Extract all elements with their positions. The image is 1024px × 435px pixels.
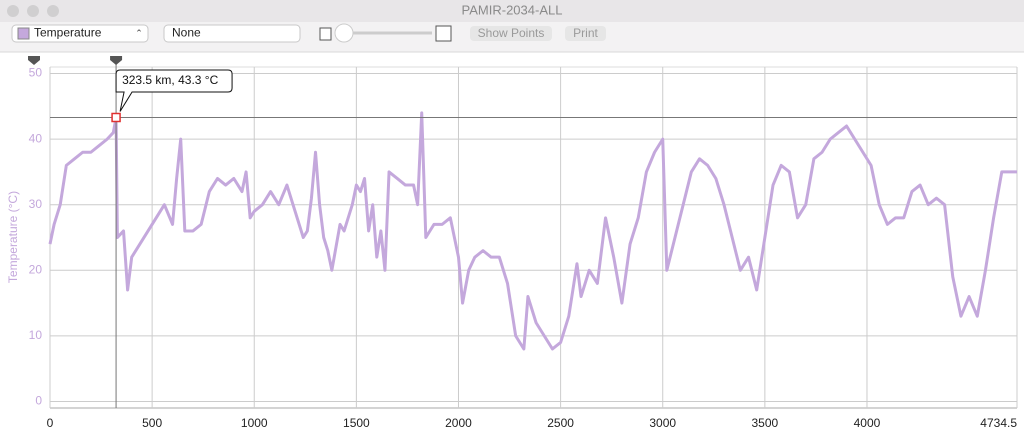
y-tick-label: 0 [35, 394, 42, 408]
show-points-button[interactable] [470, 26, 552, 41]
cursor-point [111, 112, 121, 123]
y-tick-label: 40 [29, 131, 43, 145]
slider-min-icon [319, 27, 332, 41]
x-tick-label: 3500 [752, 416, 779, 430]
data-line [48, 111, 1017, 351]
x-tick-label: 2500 [547, 416, 574, 430]
y-axis-label: Temperature (°C) [6, 191, 20, 283]
select-arrow: ⌃ [135, 28, 143, 38]
y-tick-label: 30 [29, 197, 43, 211]
x-tick-label: 2000 [445, 416, 472, 430]
window-title: PAMIR-2034-ALL [462, 2, 563, 17]
x-tick-label: 4734.5 [980, 416, 1017, 430]
second-select-label: None [172, 26, 201, 40]
close-button[interactable] [7, 5, 19, 17]
second-select[interactable] [163, 24, 301, 43]
slider-knob[interactable] [334, 23, 354, 43]
zoom-button[interactable] [47, 5, 59, 17]
cursor-handle [110, 56, 123, 65]
series-swatch [17, 27, 30, 40]
minimize-button[interactable] [27, 5, 39, 17]
series-select-label: Temperature [34, 26, 102, 40]
y-tick-label: 10 [29, 328, 43, 342]
title-bar [0, 0, 1024, 22]
series-select[interactable] [11, 24, 149, 43]
y-tick-label: 20 [29, 262, 43, 276]
x-tick-label: 1500 [343, 416, 370, 430]
show-points-label: Show Points [478, 26, 545, 40]
x-tick-label: 500 [142, 416, 162, 430]
range-start-handle [28, 56, 40, 65]
x-tick-label: 0 [47, 416, 54, 430]
tooltip-label: 323.5 km, 43.3 °C [122, 73, 219, 87]
x-tick-label: 4000 [854, 416, 881, 430]
x-tick-label: 3000 [649, 416, 676, 430]
print-label: Print [573, 26, 598, 40]
x-tick-label: 1000 [241, 416, 268, 430]
tooltip-box [115, 69, 233, 112]
y-tick-label: 50 [29, 66, 43, 80]
slider-max-icon [435, 25, 452, 42]
print-button[interactable] [565, 26, 606, 41]
